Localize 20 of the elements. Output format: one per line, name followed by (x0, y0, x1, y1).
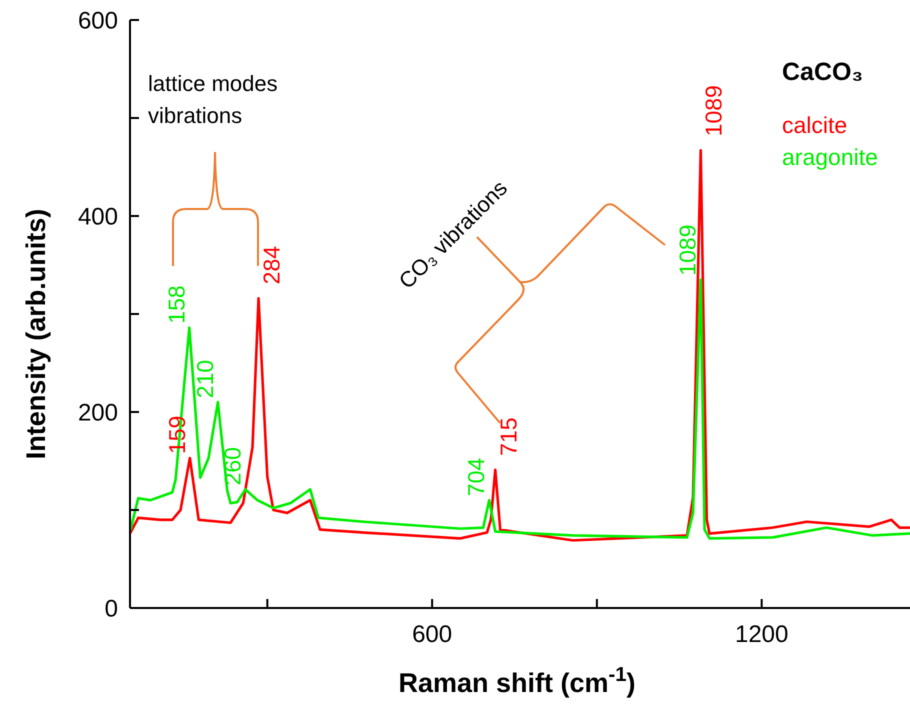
y-tick-label: 0 (104, 595, 118, 622)
line-series (129, 149, 910, 542)
annotation: 158 (163, 285, 190, 324)
annotation: 210 (192, 360, 218, 398)
y-axis-title: Intensity (arb.units) (21, 208, 51, 460)
x-axis-title: Raman shift (cm$^{-1}$) (398, 664, 636, 698)
y-tick-label: 600 (78, 7, 118, 34)
annotation: 1089 (674, 224, 701, 276)
annotation: 715 (495, 417, 522, 456)
annotation: 704 (463, 458, 490, 496)
annotation: 1089 (700, 85, 727, 136)
y-tick-label: 200 (78, 399, 118, 426)
y-tick-label: 400 (78, 203, 118, 230)
text: calcite (782, 112, 848, 138)
annotation: 159 (164, 416, 190, 454)
annotation: 284 (258, 246, 285, 284)
x-tick-label: 1200 (734, 621, 788, 648)
annotation: lattice modes vibrations (148, 71, 278, 128)
legend-title: CaCO₃ (782, 58, 864, 86)
text: aragonite (782, 144, 878, 170)
